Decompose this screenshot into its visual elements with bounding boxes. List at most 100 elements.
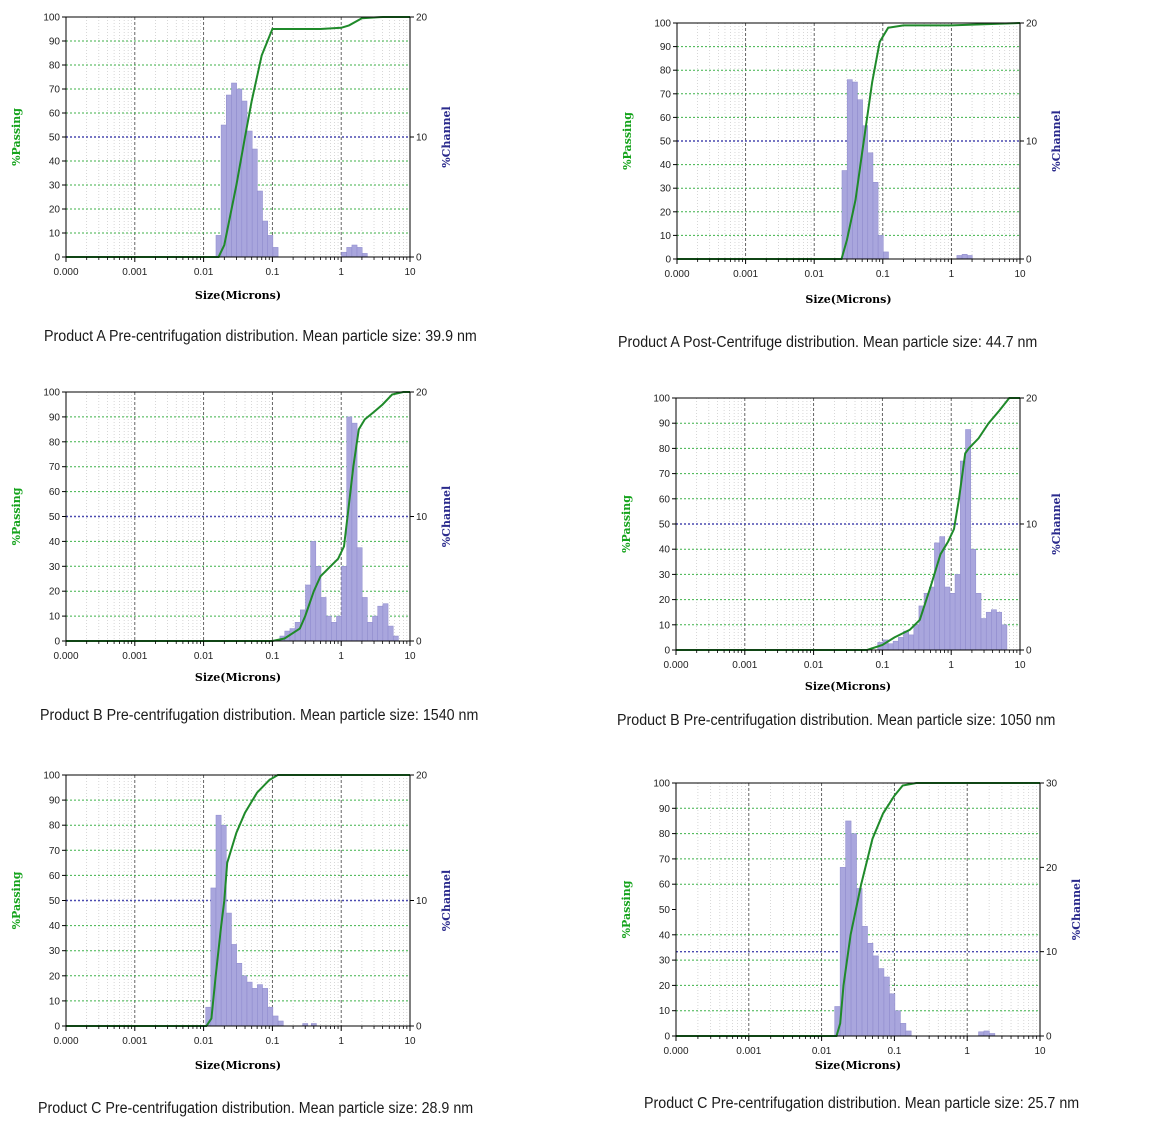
y-tick-label-right: 10 <box>416 896 428 907</box>
channel-bar <box>346 247 353 258</box>
channel-bar <box>944 586 951 651</box>
x-tick-label: 1 <box>338 651 344 662</box>
y-tick-label-left: 30 <box>659 956 671 967</box>
x-tick-label: 0.001 <box>733 269 758 280</box>
y-tick-label-left: 0 <box>54 253 60 264</box>
y-tick-label-left: 90 <box>49 412 61 423</box>
channel-bar <box>341 251 347 258</box>
y-tick-label-left: 80 <box>659 829 671 840</box>
chart-panel-product-b-pre-1540: 0.000 0.001 0.01 0.1 1 10 0 10 20 30 40 50 60 70 80 90 1… <box>0 375 588 750</box>
x-tick-label: 0.1 <box>887 1046 901 1057</box>
channel-bar <box>983 1030 990 1037</box>
channel-bar <box>883 976 890 1037</box>
x-tick-label: 0.01 <box>812 1046 832 1057</box>
channel-bar <box>361 597 368 642</box>
chart-svg: 0.000 0.001 0.01 0.1 1 1001020304050607080901… <box>621 19 1063 307</box>
x-tick-label: 0.001 <box>122 267 147 278</box>
x-tick-label: 1 <box>948 660 954 671</box>
channel-bar <box>903 630 909 651</box>
channel-bar <box>985 611 992 651</box>
y-tick-label-right: 10 <box>1046 947 1058 958</box>
channel-bar <box>231 944 237 1027</box>
x-tick-label: 0.000 <box>663 1046 688 1057</box>
channel-bar <box>356 247 363 258</box>
y-tick-label-right: 10 <box>416 133 428 144</box>
channel-bar <box>905 1030 912 1037</box>
y-tick-label-right: 20 <box>1026 394 1038 405</box>
y-tick-label-left: 60 <box>49 109 61 120</box>
channel-bar <box>913 624 920 651</box>
x-tick-label: 0.01 <box>194 651 214 662</box>
y-tick-label-left: 50 <box>49 512 61 523</box>
y-tick-label-left: 20 <box>49 971 61 982</box>
y-tick-label-right: 10 <box>416 512 428 523</box>
channel-bar <box>272 247 279 258</box>
x-axis-label: Size(Microns) <box>815 1059 901 1072</box>
x-tick-label: 0.001 <box>122 1036 147 1047</box>
channel-bar <box>361 253 368 258</box>
channel-bar <box>980 618 987 651</box>
channel-bar <box>887 643 894 651</box>
chart-panel-product-a-post: 0.000 0.001 0.01 0.1 1 10 0 10 20 30 40 50 60 70 80 90 1… <box>588 0 1176 375</box>
y-tick-label-left: 100 <box>653 394 670 405</box>
y-axis-label-right: %Channel <box>440 106 453 168</box>
y-tick-label-left: 20 <box>49 205 61 216</box>
x-tick-label: 10 <box>404 267 416 278</box>
channel-bar <box>965 429 971 651</box>
channel-bar <box>387 625 394 642</box>
channel-bar <box>949 593 956 651</box>
channel-bar <box>954 574 961 651</box>
x-tick-label: 0.000 <box>53 267 78 278</box>
y-axis-label-right: %Channel <box>1070 879 1083 941</box>
channel-bar <box>1001 624 1008 651</box>
x-tick-label: 0.000 <box>663 660 688 671</box>
x-axis-label: Size(Microns) <box>195 289 281 302</box>
y-tick-label-left: 30 <box>49 946 61 957</box>
y-axis-label-right: %Channel <box>1050 110 1063 172</box>
y-tick-label-left: 80 <box>659 444 671 455</box>
y-tick-label-right: 30 <box>1046 779 1058 790</box>
channel-bar <box>377 605 384 642</box>
y-tick-label-left: 30 <box>659 570 671 581</box>
y-tick-label-right: 20 <box>416 13 428 24</box>
y-tick-label-left: 50 <box>659 520 671 531</box>
x-tick-label: 0.01 <box>194 267 214 278</box>
y-axis-label-left: %Passing <box>620 495 633 553</box>
y-tick-label-left: 70 <box>49 846 61 857</box>
passing-curve <box>676 397 1020 651</box>
channel-bar <box>856 888 863 1037</box>
y-tick-label-left: 40 <box>659 930 671 941</box>
channel-bar <box>325 615 332 642</box>
y-tick-label-right: 20 <box>1046 863 1058 874</box>
channel-bar <box>852 81 858 260</box>
chart-svg: 0.000 0.001 0.01 0.1 1 1001020304050607080901… <box>10 771 453 1073</box>
x-tick-label: 0.1 <box>876 269 890 280</box>
passing-curve <box>66 391 410 642</box>
channel-bar <box>246 981 253 1027</box>
x-tick-label: 0.001 <box>732 660 757 671</box>
y-axis-label-left: %Passing <box>10 871 23 929</box>
y-tick-label-left: 10 <box>659 620 671 631</box>
y-tick-label-left: 10 <box>49 612 61 623</box>
channel-bar <box>872 182 879 260</box>
x-tick-label: 10 <box>1014 269 1026 280</box>
channel-bar <box>966 255 973 260</box>
passing-curve <box>66 16 410 258</box>
x-tick-label: 0.000 <box>664 269 689 280</box>
y-tick-label-left: 90 <box>49 796 61 807</box>
channel-bar <box>367 622 373 642</box>
y-tick-label-left: 60 <box>659 880 671 891</box>
x-tick-label: 10 <box>1014 660 1026 671</box>
channel-bar <box>341 566 347 642</box>
x-tick-label: 10 <box>1034 1046 1046 1057</box>
chart-caption: Product B Pre-centrifugation distributio… <box>617 712 1056 729</box>
y-tick-label-left: 20 <box>659 981 671 992</box>
y-tick-label-left: 40 <box>660 160 672 171</box>
y-tick-label-left: 10 <box>49 996 61 1007</box>
channel-bar <box>872 955 879 1037</box>
y-axis-label-right: %Channel <box>1050 493 1063 555</box>
x-tick-label: 1 <box>964 1046 970 1057</box>
x-tick-label: 1 <box>338 267 344 278</box>
y-tick-label-right: 0 <box>1026 646 1032 657</box>
y-tick-label-left: 40 <box>659 545 671 556</box>
